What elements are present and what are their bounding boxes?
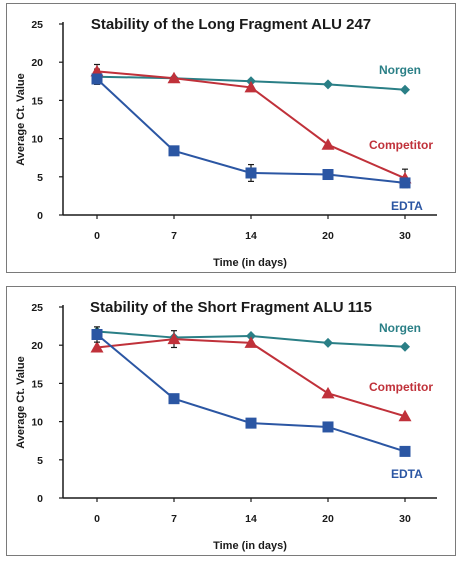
y-tick-label: 15 (31, 95, 43, 107)
x-tick-label: 14 (245, 513, 257, 525)
y-tick-label: 0 (37, 210, 43, 222)
x-tick-label: 0 (94, 230, 100, 242)
data-point-edta (399, 445, 411, 457)
x-tick-label: 30 (399, 513, 411, 525)
data-point-edta (245, 417, 257, 429)
series-line-edta (96, 333, 406, 453)
data-point-competitor (90, 340, 104, 353)
y-axis-title: Average Ct. Value (15, 356, 27, 449)
y-tick-label: 0 (37, 493, 43, 505)
y-tick-label: 5 (37, 172, 43, 184)
y-tick-label: 25 (31, 302, 43, 314)
data-point-edta (91, 329, 103, 341)
data-point-norgen (246, 331, 256, 342)
y-tick-label: 5 (37, 455, 43, 467)
x-tick-label: 7 (171, 230, 177, 242)
y-tick-label: 15 (31, 378, 43, 390)
chart-title: Stability of the Short Fragment ALU 115 (90, 299, 372, 316)
chart-panel-short-fragment: Stability of the Short Fragment ALU 115 0… (6, 286, 456, 556)
series-label-norgen: Norgen (379, 321, 421, 335)
data-point-edta (399, 177, 411, 189)
data-point-edta (322, 169, 334, 181)
series-label-competitor: Competitor (369, 380, 433, 394)
x-tick-label: 7 (171, 513, 177, 525)
series-line-competitor (96, 338, 406, 418)
data-point-norgen (400, 84, 410, 95)
data-point-competitor (167, 332, 181, 345)
x-tick-label: 0 (94, 513, 100, 525)
y-tick-label: 20 (31, 57, 43, 69)
data-point-norgen (323, 79, 333, 90)
data-point-competitor (244, 80, 258, 93)
series-label-edta: EDTA (391, 199, 423, 213)
x-tick-label: 20 (322, 230, 334, 242)
data-point-competitor (244, 336, 258, 348)
data-point-edta (168, 393, 180, 405)
series-label-edta: EDTA (391, 467, 423, 481)
chart-title: Stability of the Long Fragment ALU 247 (91, 16, 371, 33)
data-point-competitor (398, 409, 412, 422)
chart-long-fragment: Stability of the Long Fragment ALU 247 0 5… (15, 16, 437, 269)
data-point-edta (245, 167, 257, 179)
x-tick-label: 14 (245, 230, 257, 242)
y-tick-label: 20 (31, 340, 43, 352)
x-axis-title: Time (in days) (213, 540, 287, 552)
series-label-norgen: Norgen (379, 63, 421, 77)
data-point-edta (91, 73, 103, 85)
x-tick-label: 20 (322, 513, 334, 525)
data-point-competitor (167, 71, 181, 84)
data-point-competitor (321, 138, 335, 150)
x-axis-title: Time (in days) (213, 257, 287, 269)
data-point-competitor (90, 64, 104, 77)
data-point-norgen (400, 341, 410, 352)
data-point-edta (322, 421, 334, 433)
chart-short-fragment: Stability of the Short Fragment ALU 115 0… (15, 299, 437, 552)
data-point-competitor (321, 386, 335, 399)
data-point-edta (168, 145, 180, 157)
y-tick-label: 10 (31, 134, 43, 146)
y-tick-label: 10 (31, 417, 43, 429)
chart-panel-long-fragment: Stability of the Long Fragment ALU 247 0 5… (6, 3, 456, 273)
series-label-competitor: Competitor (369, 138, 433, 152)
y-tick-label: 25 (31, 19, 43, 31)
y-axis-title: Average Ct. Value (15, 73, 27, 166)
x-tick-label: 30 (399, 230, 411, 242)
data-point-norgen (323, 337, 333, 348)
